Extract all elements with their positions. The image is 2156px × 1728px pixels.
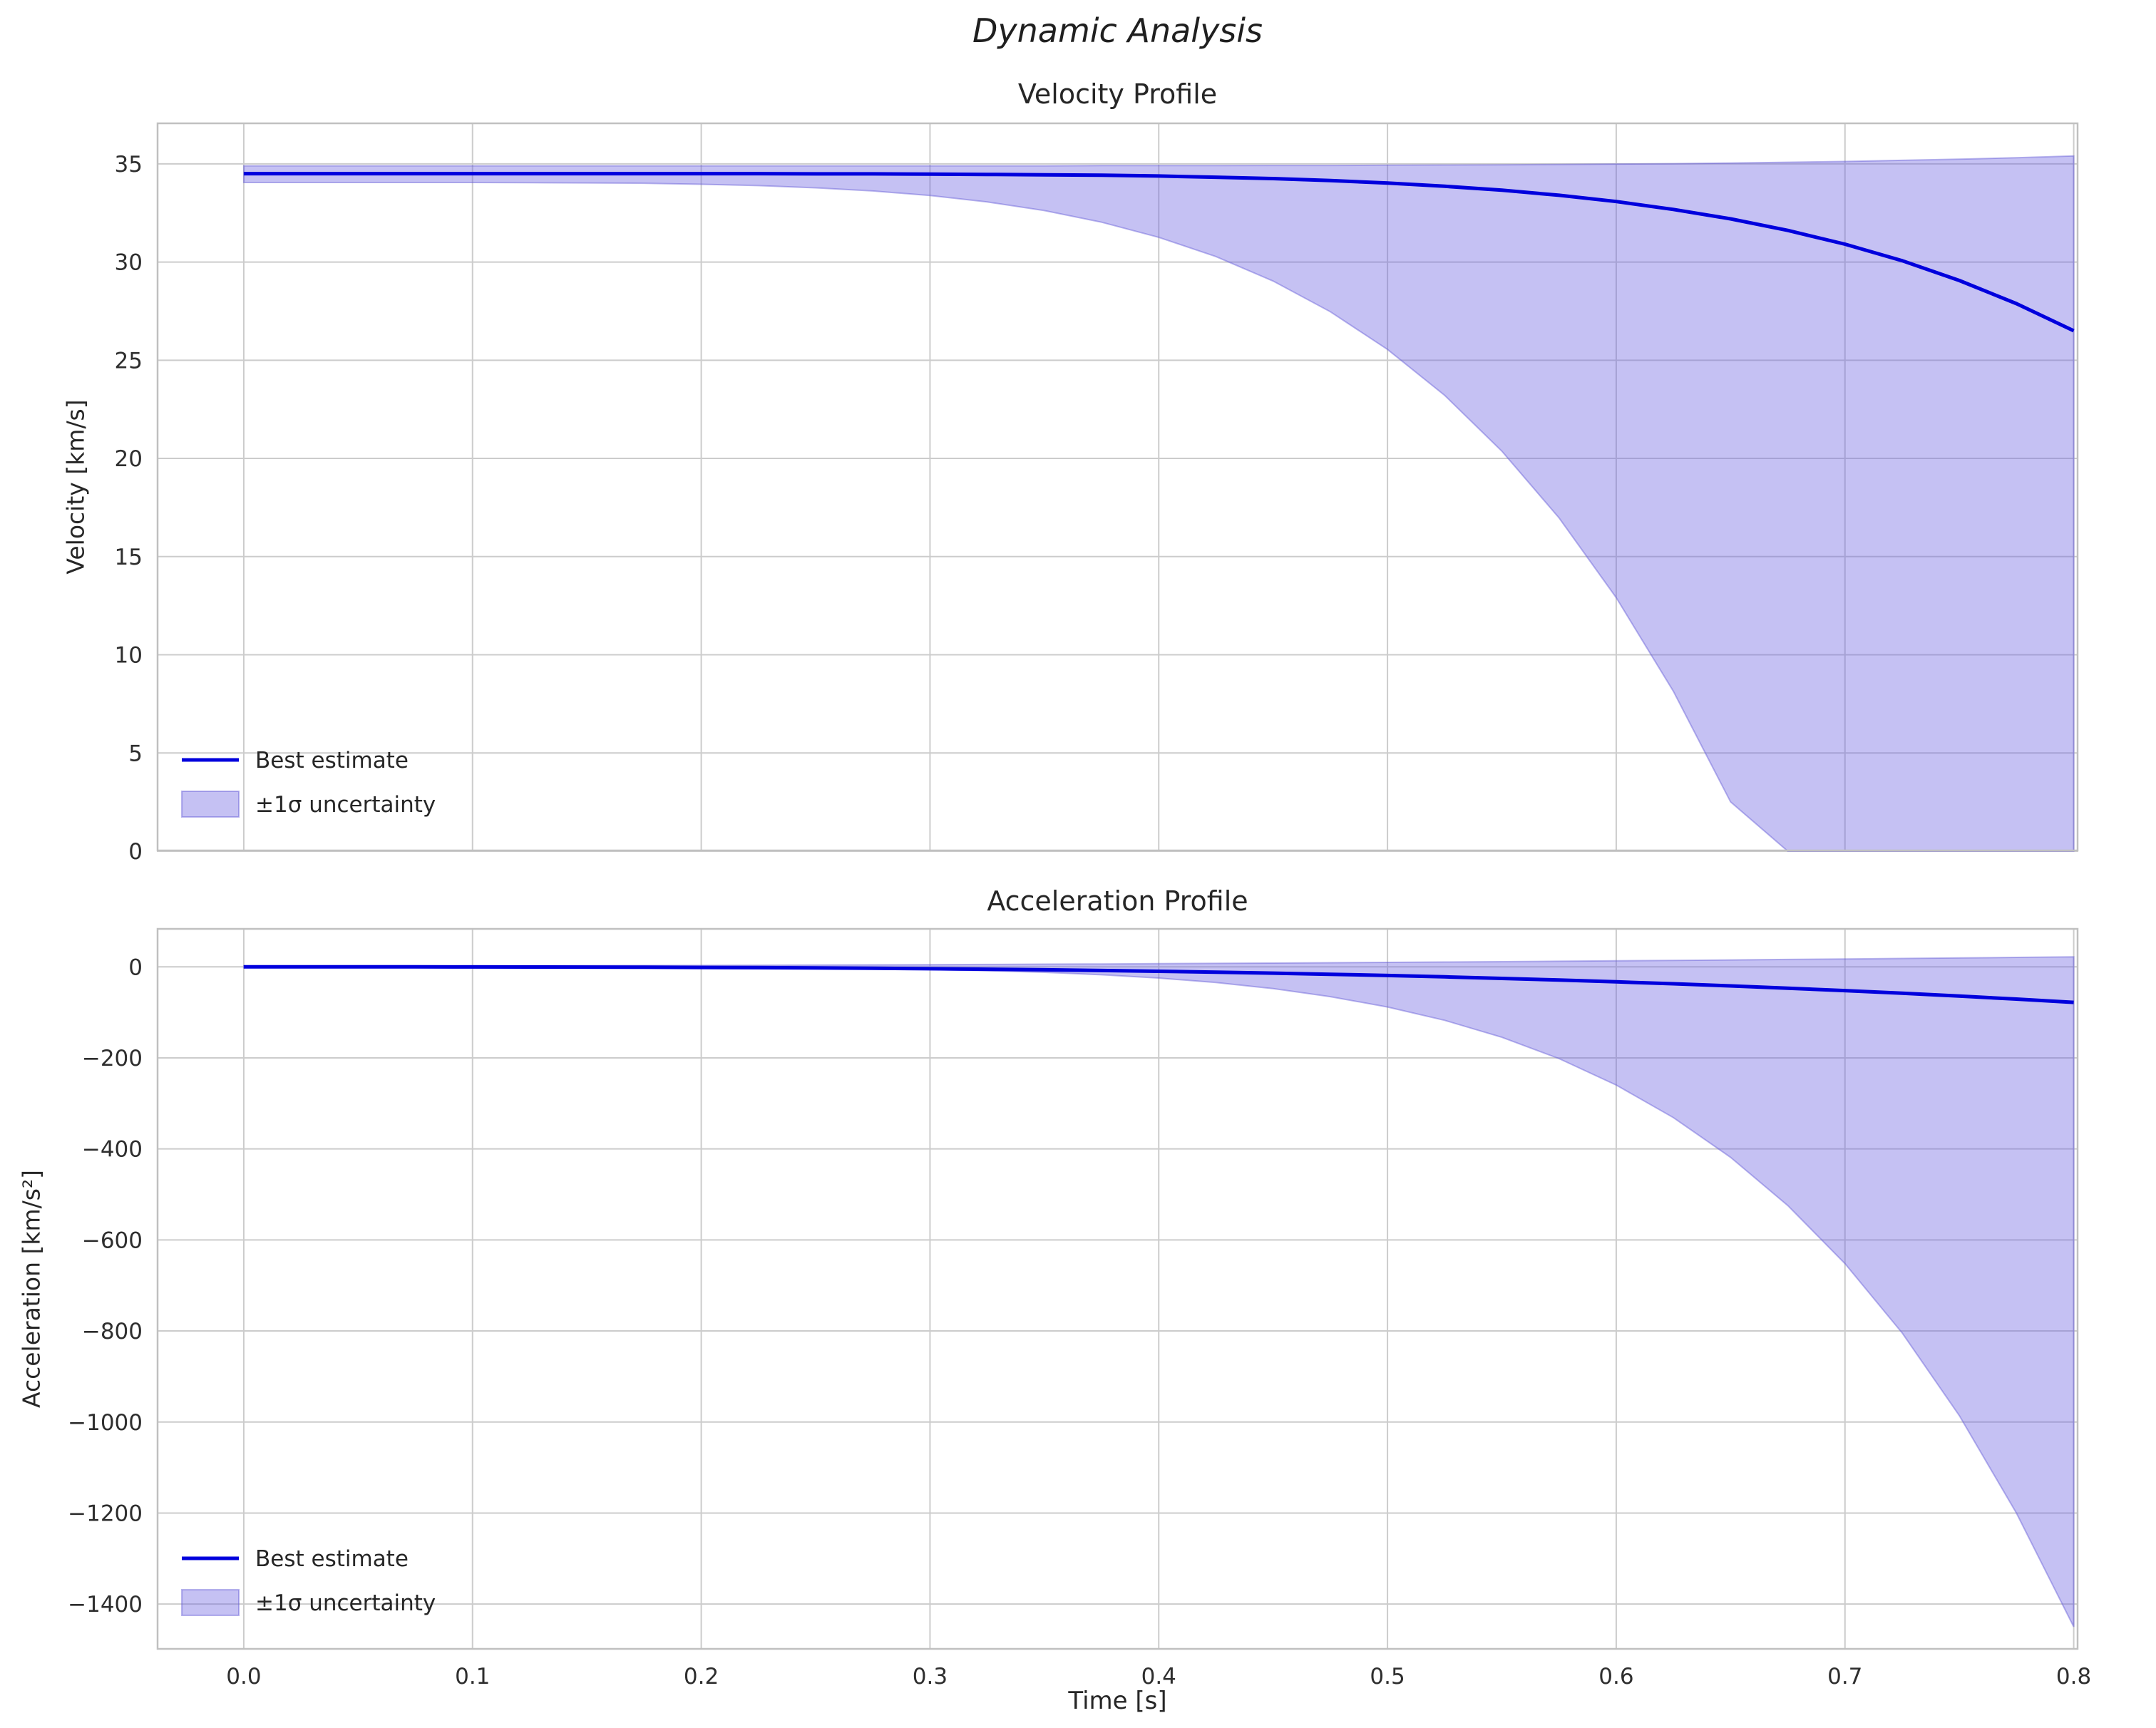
acceleration-y-axis-label: Acceleration [km/s²] <box>17 1169 46 1409</box>
velocity-y-axis-label: Velocity [km/s] <box>61 399 90 575</box>
best-estimate-line <box>243 172 2075 333</box>
figure-title: Dynamic Analysis <box>972 11 1263 50</box>
x-axis-label: Time [s] <box>1068 1687 1167 1715</box>
legend-patch-sample <box>181 791 240 818</box>
x-tick-label: 0.4 <box>1141 1664 1176 1690</box>
legend-label: Best estimate <box>255 1546 409 1572</box>
velocity-plot: 0 5 10 15 20 25 30 35 Best estimate ±1σ uncertain… <box>115 122 2079 865</box>
x-tick-label: 0.2 <box>684 1664 719 1690</box>
x-tick-label: 0.7 <box>1827 1664 1862 1690</box>
legend-label: ±1σ uncertainty <box>255 792 436 818</box>
legend-label: Best estimate <box>255 748 409 773</box>
y-tick-label: −400 <box>82 1137 143 1163</box>
y-tick-label: −600 <box>82 1228 143 1253</box>
y-tick-label: −1000 <box>68 1410 143 1436</box>
y-tick-label: 5 <box>128 741 143 766</box>
acceleration-plot: 0.0 0.1 0.2 0.3 0.4 0.5 0.6 0.7 0.8 0 −200 −400 −600… <box>68 927 2091 1690</box>
y-tick-label: 0 <box>128 955 143 980</box>
y-tick-label: 0 <box>128 839 143 865</box>
legend-patch-sample <box>181 1589 240 1616</box>
best-estimate-line <box>243 965 2074 1004</box>
y-tick-label: 15 <box>115 545 143 570</box>
y-tick-label: 35 <box>115 152 143 178</box>
x-tick-label: 0.5 <box>1370 1664 1405 1690</box>
y-tick-label: −1200 <box>68 1501 143 1526</box>
y-tick-label: −200 <box>82 1046 143 1071</box>
y-tick-label: 20 <box>115 446 143 472</box>
y-tick-label: 10 <box>115 643 143 669</box>
x-tick-label: 0.1 <box>455 1664 490 1690</box>
acceleration-chart-title: Acceleration Profile <box>987 885 1248 917</box>
y-tick-label: −800 <box>82 1319 143 1344</box>
x-tick-label: 0.6 <box>1598 1664 1633 1690</box>
x-tick-label: 0.8 <box>2056 1664 2091 1690</box>
y-tick-label: 25 <box>115 348 143 374</box>
y-tick-label: 30 <box>115 250 143 276</box>
x-tick-label: 0.3 <box>913 1664 948 1690</box>
x-tick-label: 0.0 <box>226 1664 261 1690</box>
y-tick-label: −1400 <box>68 1592 143 1618</box>
velocity-chart-title: Velocity Profile <box>1017 78 1218 110</box>
legend-label: ±1σ uncertainty <box>255 1590 436 1616</box>
